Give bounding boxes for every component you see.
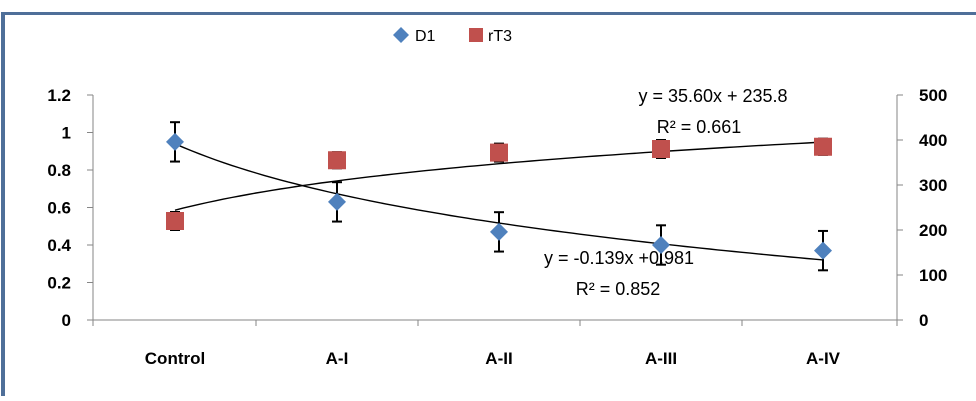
y-left-tick-label: 0.2 bbox=[47, 274, 71, 293]
y-left-tick-label: 0.6 bbox=[47, 199, 71, 218]
rt3-trend-equation: y = 35.60x + 235.8 bbox=[638, 86, 787, 106]
rt3-trendline bbox=[174, 141, 824, 211]
d1-trend-r2: R² = 0.852 bbox=[576, 279, 661, 299]
rt3-point bbox=[166, 212, 184, 230]
data-marks bbox=[166, 121, 832, 272]
legend-marker-rt3 bbox=[469, 28, 483, 42]
y-right-tick-label: 500 bbox=[919, 86, 947, 105]
rt3-point bbox=[652, 140, 670, 158]
y-left-tick-label: 1.2 bbox=[47, 86, 71, 105]
x-tick-label: A-I bbox=[326, 349, 349, 368]
y-left-tick-label: 0 bbox=[62, 311, 71, 330]
d1-point bbox=[652, 236, 670, 254]
d1-point bbox=[166, 132, 184, 151]
y-right-tick-label: 0 bbox=[919, 311, 928, 330]
rt3-trend-r2: R² = 0.661 bbox=[657, 117, 742, 137]
frame-top-border bbox=[1, 12, 976, 15]
x-tick-label: Control bbox=[145, 349, 205, 368]
y-right-tick-label: 100 bbox=[919, 266, 947, 285]
legend-item-rt3: rT3 bbox=[469, 28, 512, 45]
y-left-tick-label: 0.8 bbox=[47, 161, 71, 180]
x-tick-label: A-II bbox=[485, 349, 512, 368]
frame-left-border bbox=[1, 12, 5, 396]
x-tick-label: A-III bbox=[645, 349, 677, 368]
rt3-point bbox=[814, 137, 832, 156]
d1-point bbox=[814, 241, 832, 260]
d1-point bbox=[490, 222, 508, 241]
legend-label-rt3: rT3 bbox=[488, 28, 512, 45]
legend-item-d1: D1 bbox=[393, 27, 436, 45]
y-left-tick-label: 1 bbox=[62, 124, 71, 143]
y-right-tick-label: 200 bbox=[919, 221, 947, 240]
rt3-point bbox=[328, 151, 346, 170]
y-right-tick-label: 400 bbox=[919, 131, 947, 150]
d1-trend-equation: y = -0.139x +0.981 bbox=[544, 248, 694, 268]
d1-point bbox=[328, 192, 346, 211]
axes: 0 0.2 0.4 0.6 0.8 1 1.2 0 100 200 300 400 500 Control… bbox=[47, 86, 947, 368]
rt3-point bbox=[490, 143, 508, 162]
x-tick-label: A-IV bbox=[806, 349, 841, 368]
legend-marker-d1 bbox=[393, 27, 409, 43]
legend-label-d1: D1 bbox=[415, 28, 436, 45]
y-left-tick-label: 0.4 bbox=[47, 236, 71, 255]
legend: D1 rT3 bbox=[393, 27, 512, 45]
y-right-tick-label: 300 bbox=[919, 176, 947, 195]
trendline-labels: y = 35.60x + 235.8 R² = 0.661 y = -0.139… bbox=[544, 86, 788, 299]
